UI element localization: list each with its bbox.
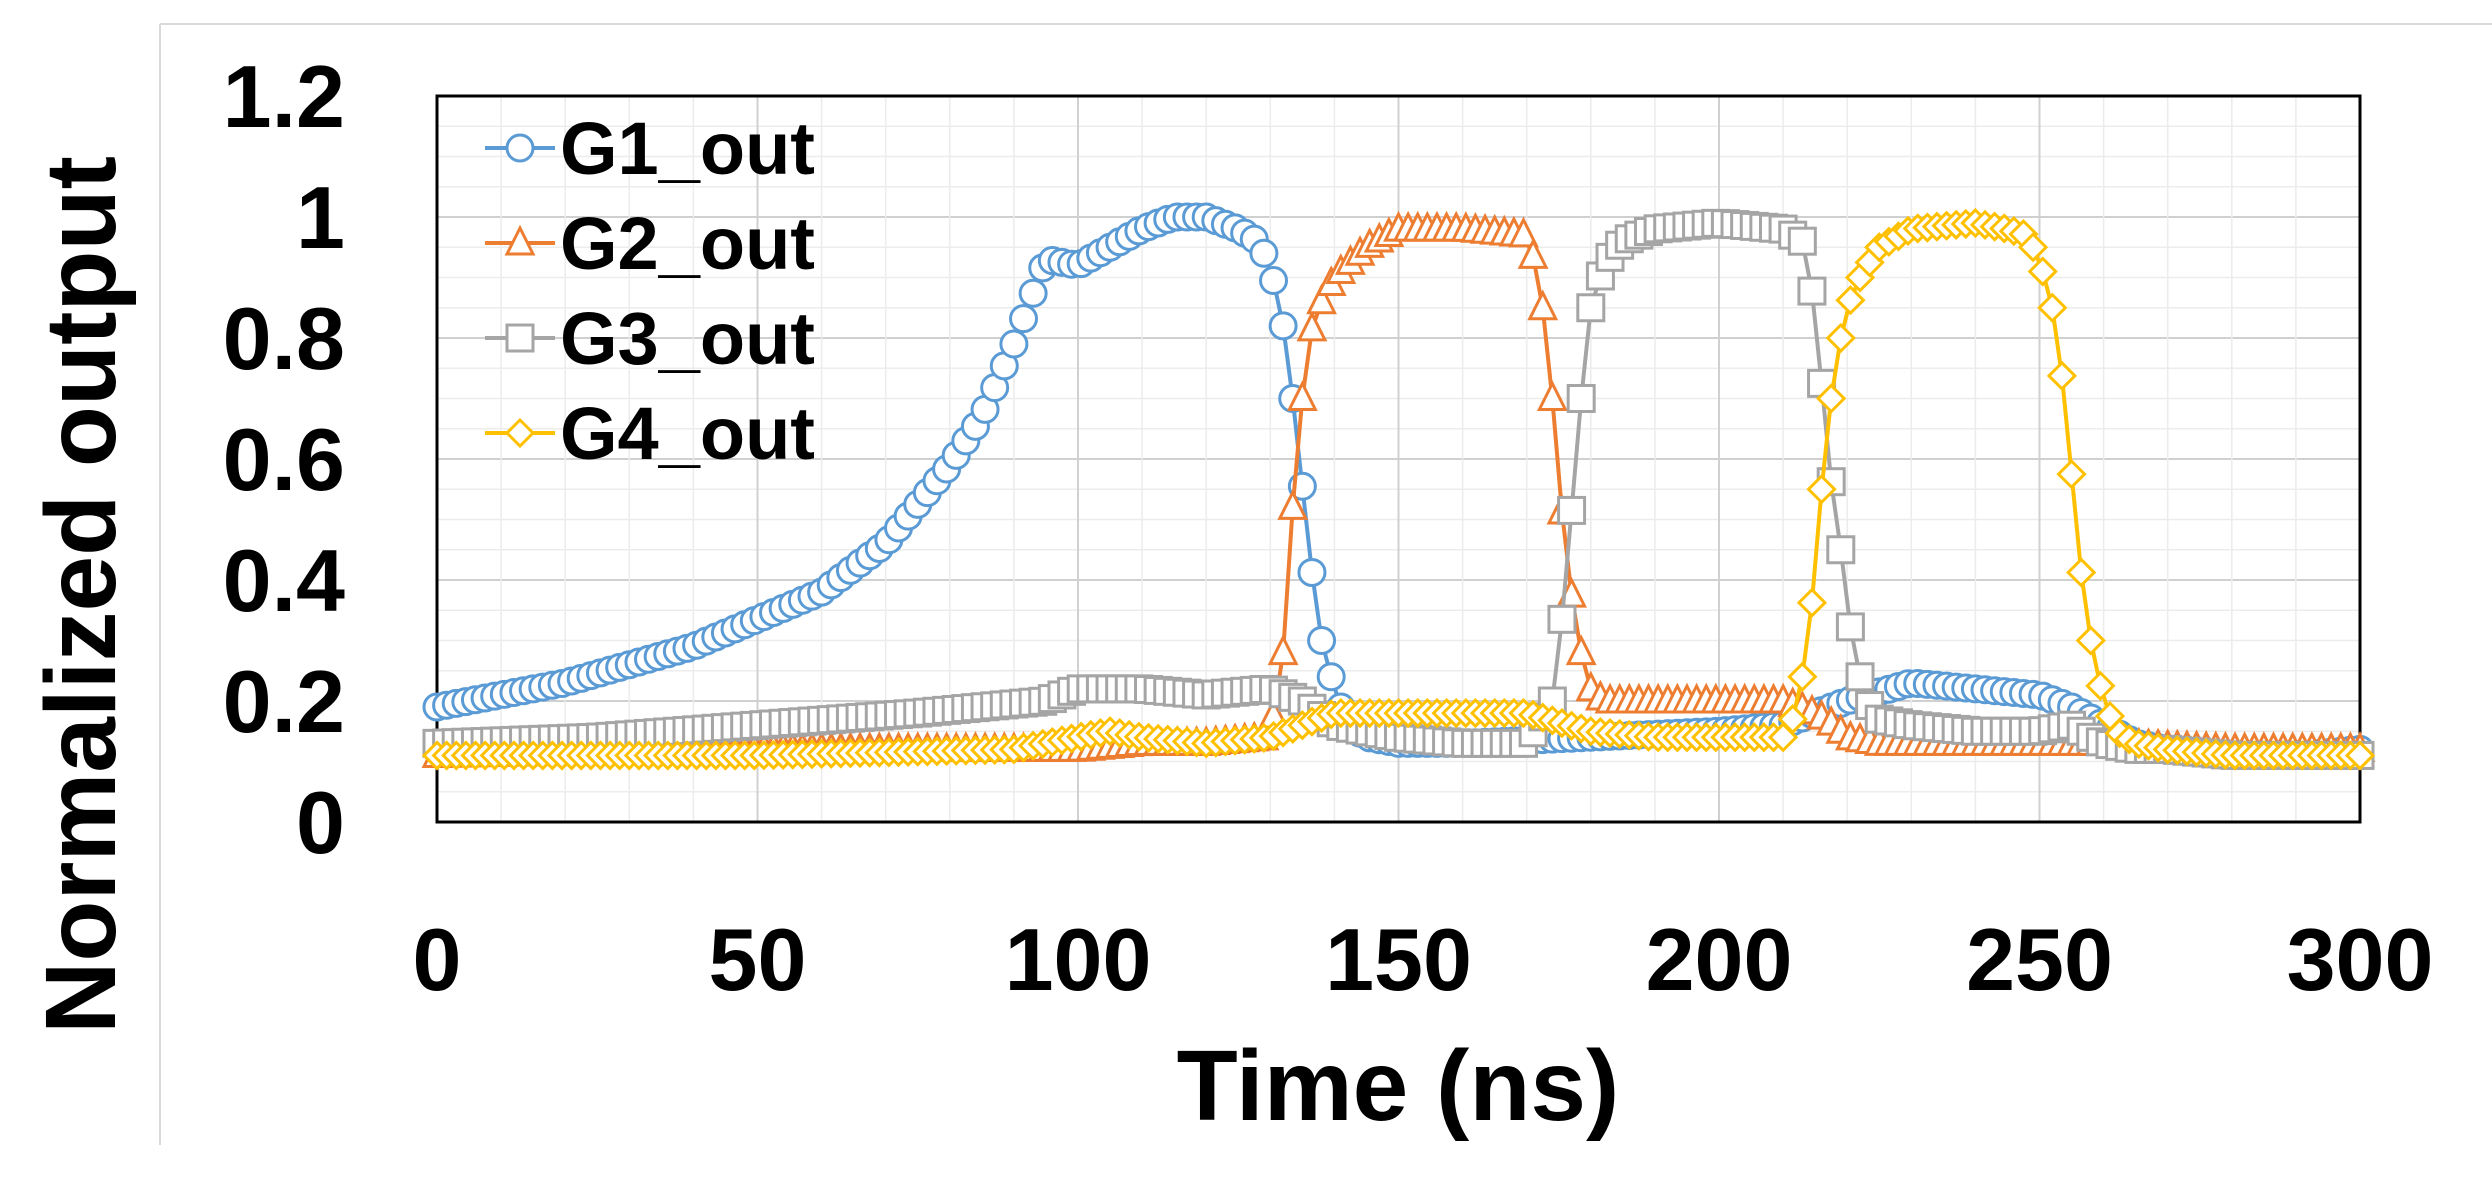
x-tick-label: 100: [1005, 910, 1152, 1009]
data-point: [1268, 311, 1298, 341]
legend-marker: [505, 323, 535, 353]
data-point: [1536, 380, 1568, 411]
data-point: [2027, 256, 2058, 287]
data-point: [2037, 292, 2068, 323]
legend-item-G1_out: G1_out: [485, 107, 815, 190]
x-tick-label: 0: [413, 910, 462, 1009]
data-point: [2017, 232, 2049, 263]
data-point: [1297, 557, 1327, 587]
x-tick-label: 300: [2287, 910, 2434, 1009]
data-point: [1259, 266, 1289, 296]
y-tick-label: 0.2: [223, 652, 345, 751]
data-point: [1517, 237, 1549, 269]
data-point: [1797, 276, 1827, 306]
data-point: [2085, 670, 2116, 701]
data-point: [1787, 661, 1818, 692]
legend-marker: [504, 224, 536, 256]
data-point: [1557, 495, 1587, 525]
y-tick-label: 1.2: [223, 47, 345, 146]
data-point: [2066, 557, 2097, 588]
x-tick-label: 200: [1646, 910, 1793, 1009]
x-axis-ticks: 0 50 100 150 200 250 300: [413, 910, 2434, 1009]
data-point: [1566, 384, 1596, 413]
data-point: [2075, 625, 2106, 656]
data-point: [1835, 612, 1865, 642]
legend-label: G3_out: [560, 297, 815, 380]
legend-marker: [504, 417, 536, 449]
x-tick-label: 150: [1325, 910, 1472, 1009]
data-point: [1547, 604, 1577, 634]
data-point: [1527, 289, 1559, 321]
y-tick-label: 0.6: [223, 410, 345, 509]
x-tick-label: 250: [1966, 910, 2113, 1009]
data-point: [1835, 285, 1866, 316]
plot-area-frame: [435, 94, 2362, 824]
legend-marker: [505, 133, 535, 163]
data-point: [1825, 322, 1856, 354]
data-point: [1249, 238, 1279, 268]
y-tick-label: 0.8: [223, 289, 345, 388]
data-point: [1018, 278, 1048, 308]
data-point: [2344, 740, 2376, 771]
legend-label: G1_out: [560, 107, 815, 190]
data-point: [1787, 226, 1817, 256]
data-point: [2056, 459, 2087, 490]
data-point: [1307, 626, 1337, 655]
y-tick-label: 1: [296, 168, 345, 267]
data-point: [1277, 489, 1309, 520]
y-tick-label: 0: [296, 773, 345, 872]
legend-label: G4_out: [560, 392, 815, 475]
legend-item-G2_out: G2_out: [485, 202, 815, 285]
y-axis-ticks: 0 0.2 0.4 0.6 0.8 1 1.2: [223, 47, 345, 872]
data-point: [1286, 380, 1318, 411]
data-point: [1796, 587, 1828, 618]
x-axis-title: Time (ns): [1177, 1030, 1620, 1142]
data-point: [1565, 634, 1597, 666]
data-point: [1508, 216, 1539, 248]
legend-label: G2_out: [560, 202, 815, 285]
y-axis-title: Normalized output: [25, 156, 137, 1034]
data-point: [1826, 535, 1856, 565]
data-point: [1296, 310, 1328, 342]
legend: G1_out G2_out G3_out G4_out: [485, 107, 815, 475]
data-point: [2046, 360, 2078, 391]
series-G4_out: [421, 207, 2376, 771]
data-point: [1816, 383, 1847, 414]
legend-item-G4_out: G4_out: [485, 392, 815, 475]
data-point: [1306, 283, 1338, 315]
data-point: [1576, 293, 1606, 323]
x-tick-label: 50: [709, 910, 807, 1009]
data-point: [1316, 662, 1346, 692]
data-point: [1267, 634, 1299, 666]
series-layer: [421, 202, 2376, 771]
data-point: [1845, 662, 1875, 692]
data-point: [1806, 474, 1837, 505]
data-point: [999, 329, 1029, 359]
y-tick-label: 0.4: [223, 531, 345, 630]
data-point: [1009, 304, 1039, 334]
legend-item-G3_out: G3_out: [485, 297, 815, 380]
data-point: [1777, 704, 1808, 735]
